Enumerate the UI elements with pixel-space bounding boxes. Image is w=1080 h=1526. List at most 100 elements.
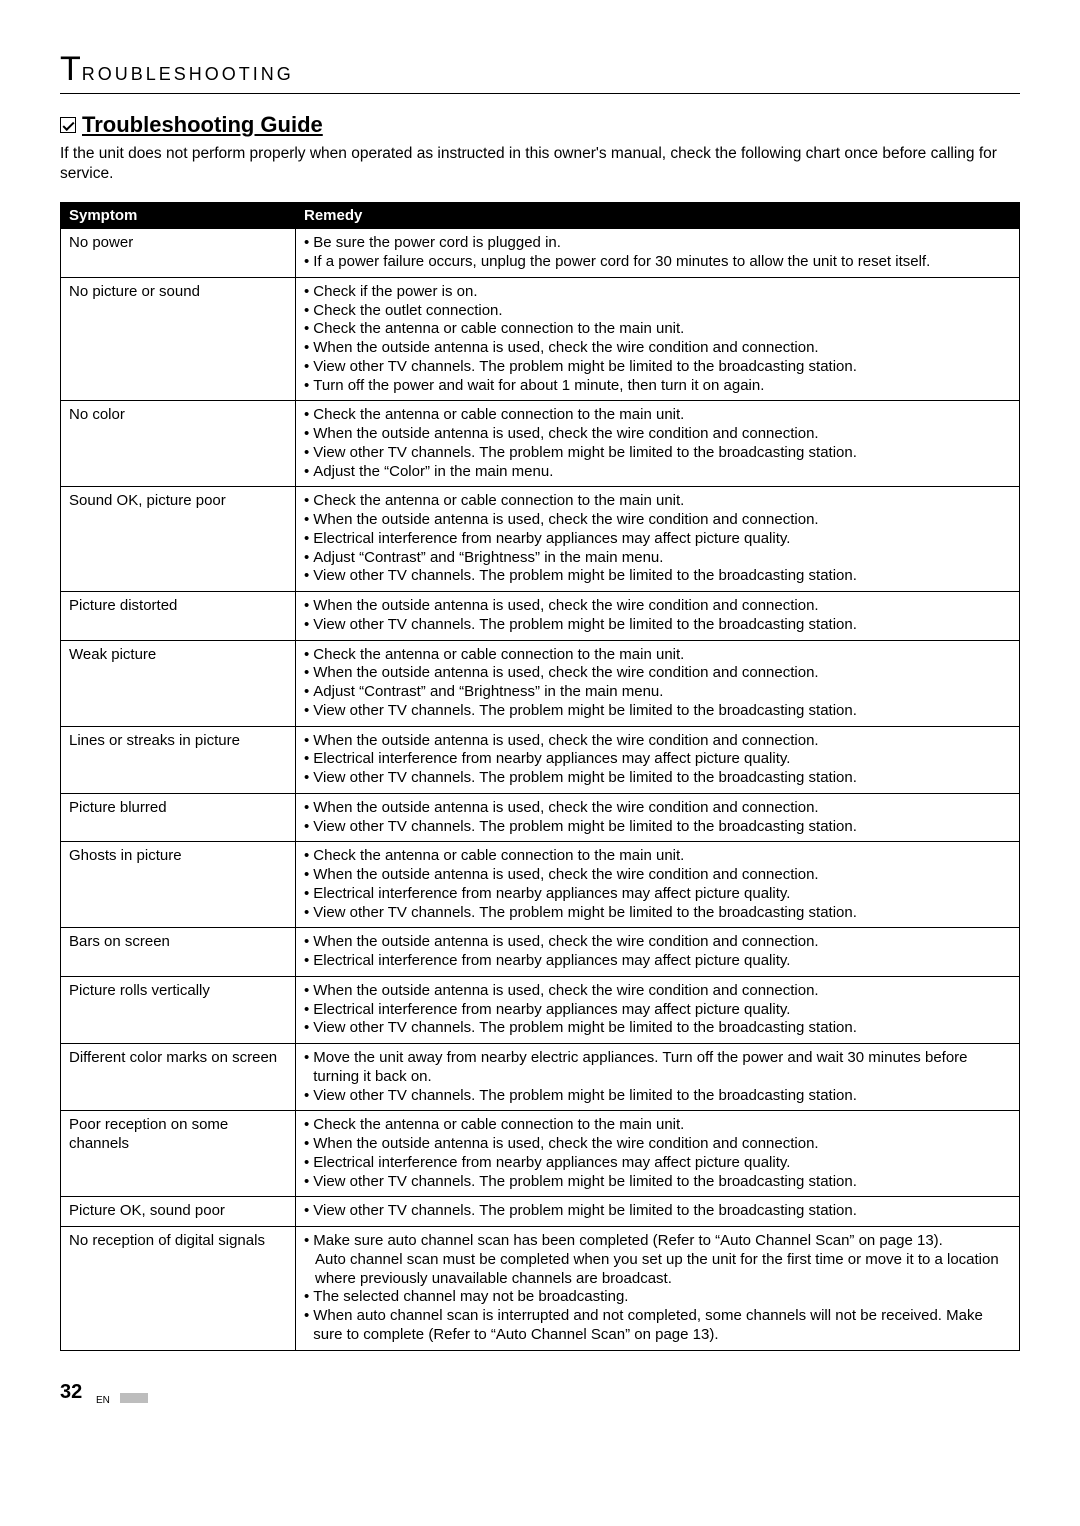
bullet-icon: • [304, 1019, 313, 1038]
remedy-cell: •When the outside antenna is used, check… [296, 592, 1020, 641]
remedy-text: View other TV channels. The problem migh… [313, 1173, 1011, 1192]
table-row: No picture or sound•Check if the power i… [61, 277, 1020, 401]
remedy-text: Electrical interference from nearby appl… [313, 1154, 1011, 1173]
col-remedy: Remedy [296, 203, 1020, 229]
remedy-item: •When the outside antenna is used, check… [304, 933, 1011, 952]
remedy-item: •Check the antenna or cable connection t… [304, 1116, 1011, 1135]
remedy-text: Be sure the power cord is plugged in. [313, 234, 1011, 253]
bullet-icon: • [304, 425, 313, 444]
section-header-rest: ROUBLESHOOTING [82, 64, 294, 84]
remedy-cell: •Move the unit away from nearby electric… [296, 1044, 1020, 1111]
remedy-text: View other TV channels. The problem migh… [313, 1087, 1011, 1106]
bullet-icon: • [304, 463, 313, 482]
remedy-text: When the outside antenna is used, check … [313, 597, 1011, 616]
bullet-icon: • [304, 702, 313, 721]
remedy-item: •View other TV channels. The problem mig… [304, 444, 1011, 463]
bullet-icon: • [304, 567, 313, 586]
remedy-text: Check the antenna or cable connection to… [313, 1116, 1011, 1135]
symptom-cell: Ghosts in picture [61, 842, 296, 928]
symptom-cell: Different color marks on screen [61, 1044, 296, 1111]
symptom-cell: Picture rolls vertically [61, 976, 296, 1043]
bullet-icon: • [304, 530, 313, 549]
bullet-icon: • [304, 339, 313, 358]
remedy-cell: •Check if the power is on.•Check the out… [296, 277, 1020, 401]
remedy-item: •When the outside antenna is used, check… [304, 597, 1011, 616]
table-row: No reception of digital signals•Make sur… [61, 1227, 1020, 1351]
remedy-item: •Adjust the “Color” in the main menu. [304, 463, 1011, 482]
page-tab-decoration [120, 1393, 148, 1403]
symptom-cell: Picture distorted [61, 592, 296, 641]
symptom-cell: Picture blurred [61, 793, 296, 842]
bullet-icon: • [304, 1173, 313, 1192]
page-footer: 32 EN [60, 1381, 1020, 1404]
bullet-icon: • [304, 511, 313, 530]
bullet-icon: • [304, 750, 313, 769]
bullet-icon: • [304, 1087, 313, 1106]
remedy-item: •Check the antenna or cable connection t… [304, 646, 1011, 665]
intro-text: If the unit does not perform properly wh… [60, 144, 1020, 184]
bullet-icon: • [304, 492, 313, 511]
remedy-text: View other TV channels. The problem migh… [313, 444, 1011, 463]
bullet-icon: • [304, 1116, 313, 1135]
remedy-item: •View other TV channels. The problem mig… [304, 818, 1011, 837]
symptom-cell: No color [61, 401, 296, 487]
remedy-item: •When the outside antenna is used, check… [304, 664, 1011, 683]
remedy-item: •When the outside antenna is used, check… [304, 799, 1011, 818]
remedy-cell: •Be sure the power cord is plugged in.•I… [296, 229, 1020, 278]
remedy-text: Check the antenna or cable connection to… [313, 320, 1011, 339]
remedy-text: Electrical interference from nearby appl… [313, 885, 1011, 904]
remedy-item: •Adjust “Contrast” and “Brightness” in t… [304, 549, 1011, 568]
bullet-icon: • [304, 933, 313, 952]
remedy-text: Move the unit away from nearby electric … [313, 1049, 1011, 1087]
remedy-item: •Check the antenna or cable connection t… [304, 492, 1011, 511]
bullet-icon: • [304, 732, 313, 751]
remedy-text: View other TV channels. The problem migh… [313, 818, 1011, 837]
remedy-cell: •Check the antenna or cable connection t… [296, 640, 1020, 726]
remedy-text: When the outside antenna is used, check … [313, 933, 1011, 952]
remedy-text: View other TV channels. The problem migh… [313, 904, 1011, 923]
table-row: Ghosts in picture•Check the antenna or c… [61, 842, 1020, 928]
remedy-cell: •When the outside antenna is used, check… [296, 976, 1020, 1043]
checkbox-icon [60, 117, 76, 133]
remedy-subtext: Auto channel scan must be completed when… [304, 1251, 1011, 1289]
bullet-icon: • [304, 646, 313, 665]
remedy-cell: •Check the antenna or cable connection t… [296, 842, 1020, 928]
remedy-text: View other TV channels. The problem migh… [313, 358, 1011, 377]
table-row: Sound OK, picture poor•Check the antenna… [61, 487, 1020, 592]
remedy-text: Check the antenna or cable connection to… [313, 847, 1011, 866]
remedy-item: •View other TV channels. The problem mig… [304, 904, 1011, 923]
bullet-icon: • [304, 818, 313, 837]
remedy-item: •Make sure auto channel scan has been co… [304, 1232, 1011, 1251]
bullet-icon: • [304, 1202, 313, 1221]
bullet-icon: • [304, 982, 313, 1001]
remedy-text: View other TV channels. The problem migh… [313, 616, 1011, 635]
remedy-item: •When the outside antenna is used, check… [304, 982, 1011, 1001]
remedy-cell: •Make sure auto channel scan has been co… [296, 1227, 1020, 1351]
table-row: Weak picture•Check the antenna or cable … [61, 640, 1020, 726]
remedy-item: •When the outside antenna is used, check… [304, 339, 1011, 358]
troubleshooting-table: Symptom Remedy No power•Be sure the powe… [60, 202, 1020, 1350]
remedy-text: View other TV channels. The problem migh… [313, 769, 1011, 788]
remedy-item: •Electrical interference from nearby app… [304, 885, 1011, 904]
remedy-text: When the outside antenna is used, check … [313, 799, 1011, 818]
bullet-icon: • [304, 549, 313, 568]
remedy-item: •Check the outlet connection. [304, 302, 1011, 321]
remedy-item: •Move the unit away from nearby electric… [304, 1049, 1011, 1087]
remedy-item: •If a power failure occurs, unplug the p… [304, 253, 1011, 272]
remedy-text: When the outside antenna is used, check … [313, 982, 1011, 1001]
remedy-cell: •When the outside antenna is used, check… [296, 726, 1020, 793]
bullet-icon: • [304, 1154, 313, 1173]
remedy-item: •When the outside antenna is used, check… [304, 866, 1011, 885]
remedy-text: Electrical interference from nearby appl… [313, 952, 1011, 971]
remedy-item: •View other TV channels. The problem mig… [304, 769, 1011, 788]
remedy-item: •Check the antenna or cable connection t… [304, 320, 1011, 339]
col-symptom: Symptom [61, 203, 296, 229]
remedy-text: When the outside antenna is used, check … [313, 511, 1011, 530]
remedy-text: View other TV channels. The problem migh… [313, 567, 1011, 586]
remedy-text: Check the antenna or cable connection to… [313, 492, 1011, 511]
remedy-item: •When the outside antenna is used, check… [304, 425, 1011, 444]
remedy-text: View other TV channels. The problem migh… [313, 702, 1011, 721]
bullet-icon: • [304, 1288, 313, 1307]
remedy-text: Adjust “Contrast” and “Brightness” in th… [313, 683, 1011, 702]
remedy-item: •Electrical interference from nearby app… [304, 1001, 1011, 1020]
